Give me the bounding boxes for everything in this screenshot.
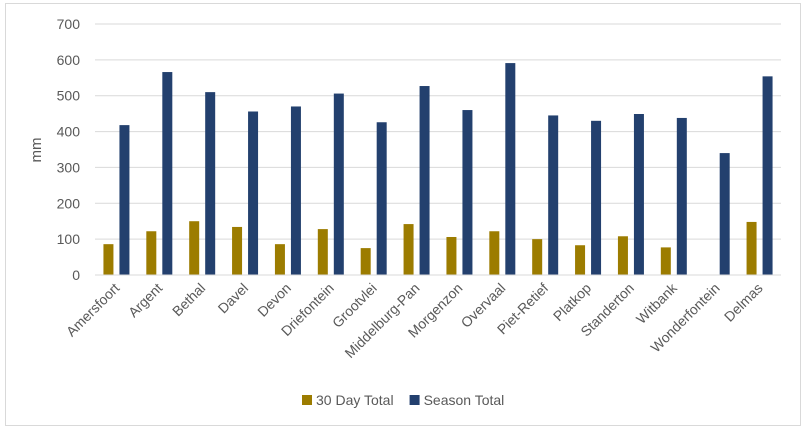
y-tick-label: 500: [57, 88, 81, 104]
legend-label: 30 Day Total: [316, 392, 394, 408]
bar: [205, 92, 216, 275]
bar: [376, 122, 387, 276]
x-tick-label: Amersfoort: [63, 280, 123, 340]
y-axis-ticks: 0 100 200 300 400 500 600 700: [57, 16, 81, 283]
x-tick-label: Davel: [215, 280, 252, 317]
bar: [189, 221, 200, 275]
bar: [419, 86, 430, 275]
bar: [489, 231, 500, 275]
bars: [103, 63, 773, 276]
x-axis-ticks: Amersfoort Argent Bethal Davel DevonDriefont…: [63, 279, 766, 361]
bar: [676, 117, 687, 276]
bar: [274, 244, 285, 275]
bar: [591, 120, 602, 275]
y-tick-label: 300: [57, 159, 81, 175]
y-axis-label: mm: [28, 138, 45, 163]
bar: [505, 63, 516, 275]
bar: [248, 111, 259, 276]
bar: [617, 236, 628, 275]
bar: [746, 221, 757, 275]
bar: [660, 247, 671, 275]
bar: [333, 93, 344, 275]
x-tick-label: Argent: [125, 280, 166, 321]
bar: [462, 110, 473, 275]
bar: [762, 76, 773, 275]
x-tick-label: Delmas: [721, 280, 766, 325]
bar: [575, 245, 586, 275]
bar: [719, 153, 730, 275]
legend-swatch: [409, 395, 420, 405]
bar: [317, 229, 328, 275]
bar: [360, 248, 371, 275]
x-tick-label: Bethal: [169, 280, 208, 319]
bar: [446, 236, 457, 275]
y-tick-label: 200: [57, 195, 81, 211]
y-tick-label: 100: [57, 231, 81, 247]
x-tick-label: Middelburg-Pan: [341, 280, 422, 361]
bar: [548, 115, 559, 275]
y-tick-label: 0: [72, 267, 80, 283]
y-tick-label: 400: [57, 124, 81, 140]
x-tick-label: Devon: [254, 280, 294, 320]
bar: [119, 125, 130, 275]
bar: [162, 72, 173, 275]
bar: [103, 244, 114, 275]
bar: [146, 231, 157, 275]
chart-frame: [5, 3, 801, 426]
y-tick-label: 600: [57, 52, 81, 68]
bar: [532, 239, 543, 275]
bar: [633, 114, 644, 275]
legend-swatch: [302, 395, 312, 405]
bar: [403, 224, 414, 275]
y-tick-label: 700: [57, 16, 81, 32]
bar: [290, 106, 301, 275]
legend-label: Season Total: [424, 392, 505, 408]
legend: 30 Day Total Season Total: [302, 392, 504, 408]
bar: [232, 226, 243, 275]
